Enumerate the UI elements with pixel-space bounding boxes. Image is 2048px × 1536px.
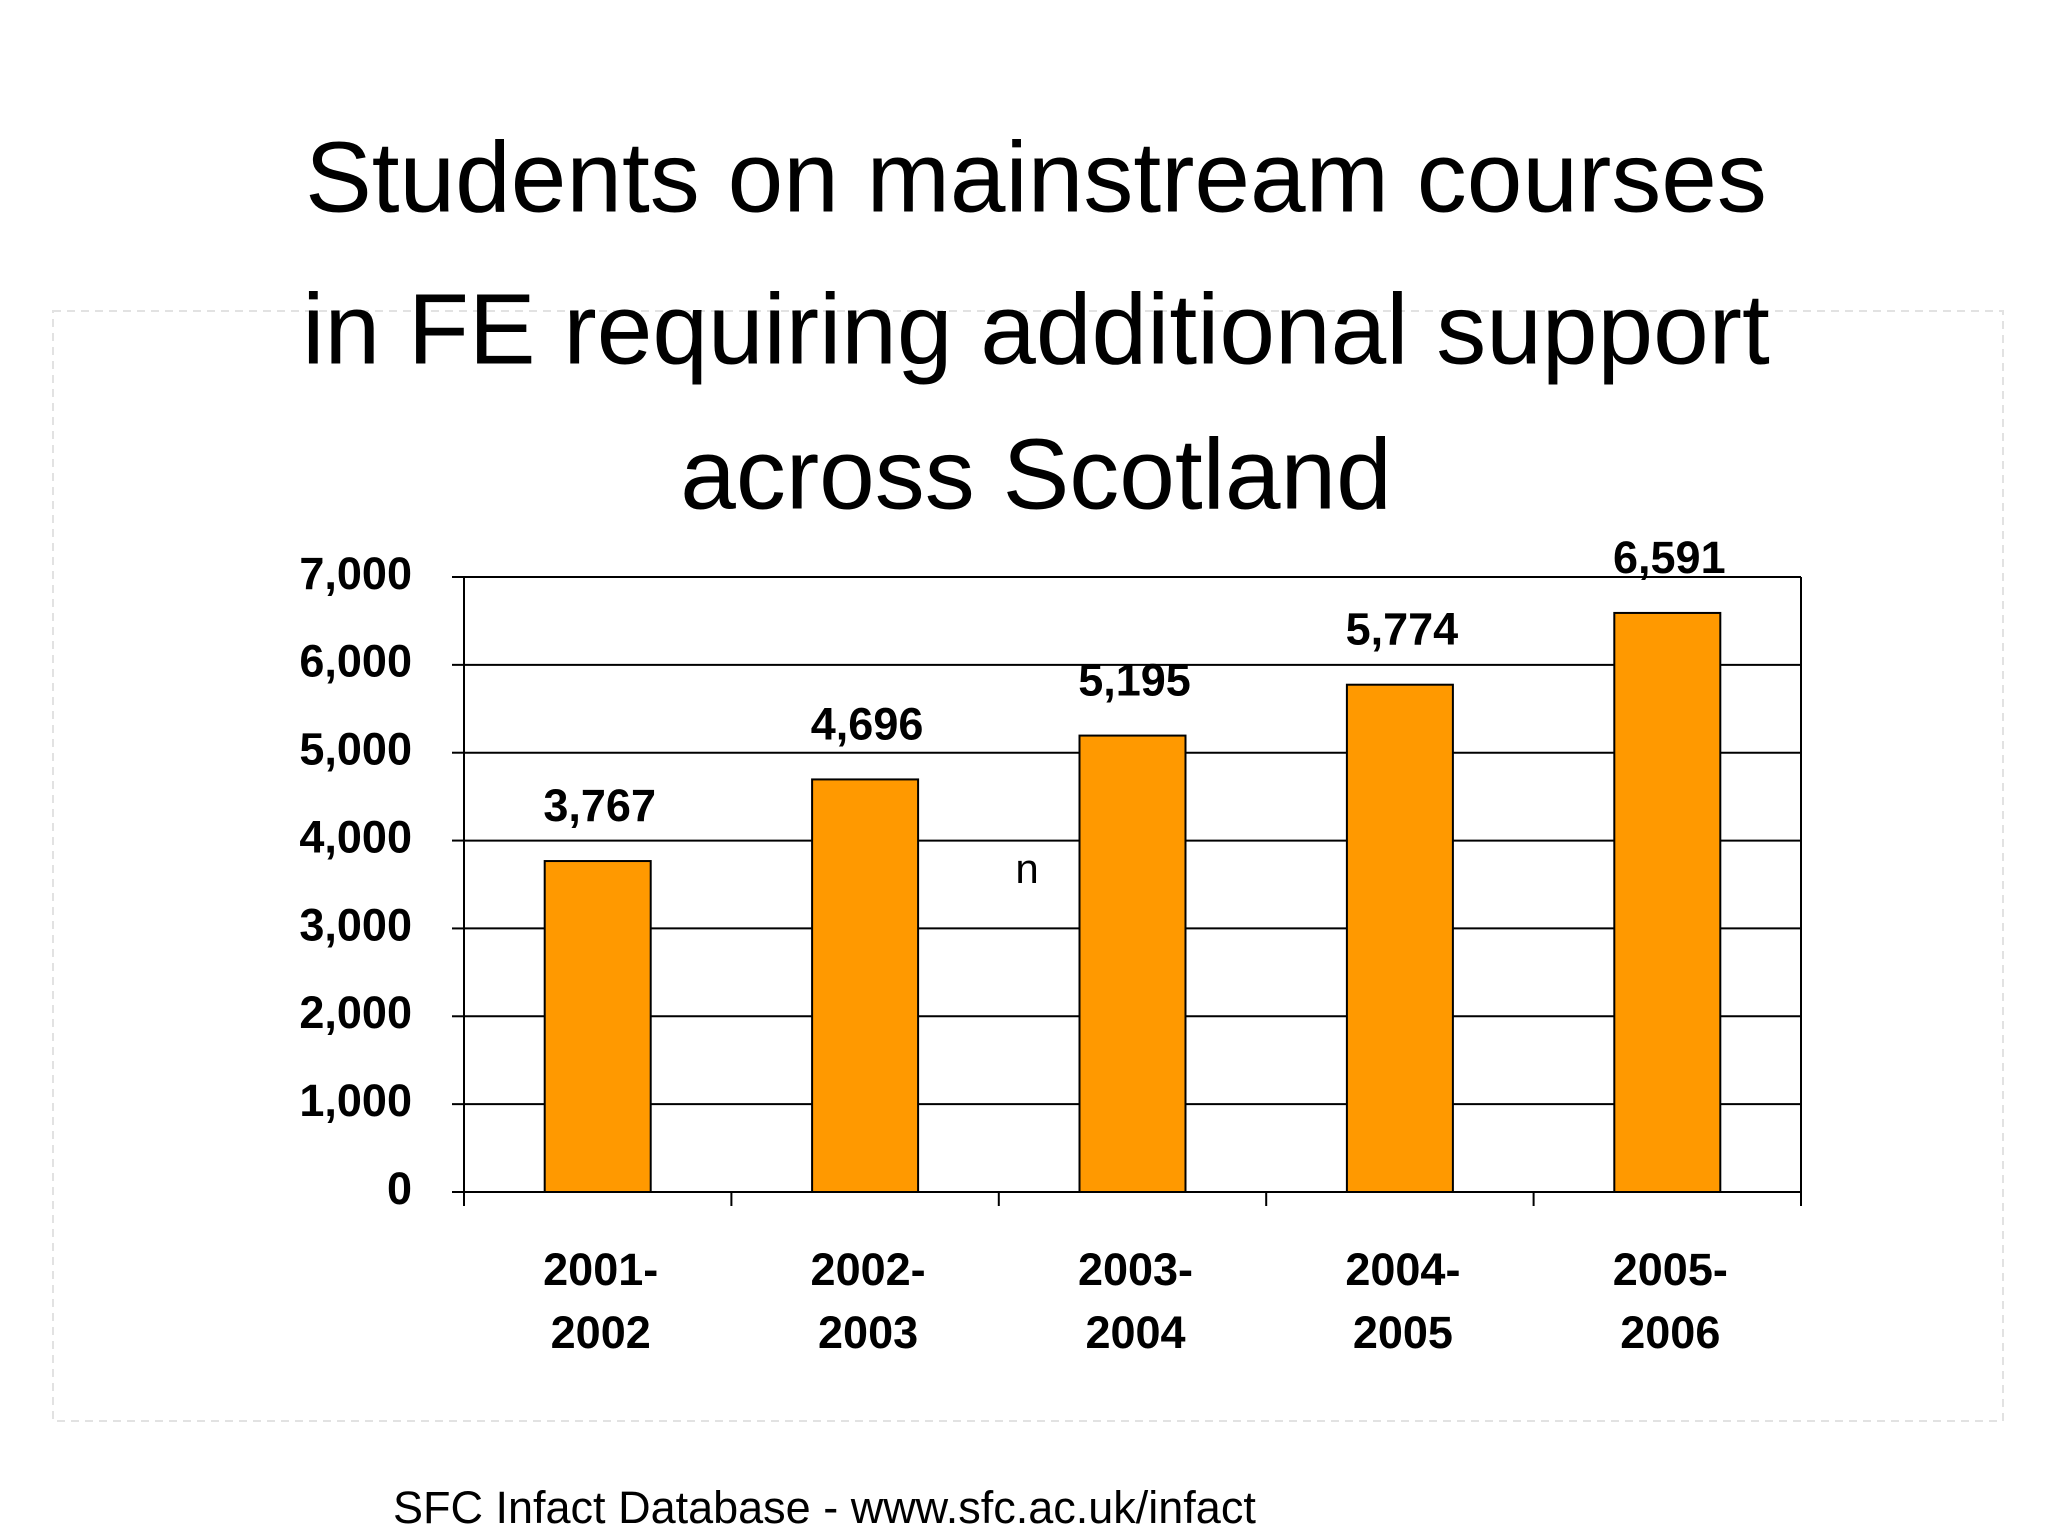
- y-tick-label: 7,000: [299, 548, 412, 599]
- chart-frame: [52, 310, 2004, 1422]
- chart-title: in FE requiring additional support: [302, 273, 1770, 385]
- bar: [543, 860, 652, 1193]
- y-tick-label: 2,000: [299, 987, 412, 1038]
- value-label: 5,195: [1078, 654, 1191, 705]
- footer: SFC Infact Database - www.sfc.ac.uk/infa…: [393, 1482, 1256, 1533]
- y-tick-label: 3,000: [299, 899, 412, 950]
- value-label: 6,591: [1613, 532, 1726, 583]
- x-tick-label: 2001-2002: [543, 1244, 658, 1358]
- chart-title: across Scotland: [680, 418, 1391, 530]
- y-tick-label: 0: [387, 1163, 412, 1214]
- x-tick-label: 2004-2005: [1345, 1244, 1460, 1358]
- y-tick-label: 4,000: [299, 811, 412, 862]
- y-tick-label: 5,000: [299, 724, 412, 775]
- x-tick-label: 2003-2004: [1078, 1244, 1193, 1358]
- annotation: n: [1015, 845, 1038, 892]
- x-tick-label: 2002-2003: [811, 1244, 926, 1358]
- x-tick-label: 2005-2006: [1613, 1244, 1728, 1358]
- value-label: 4,696: [811, 698, 924, 749]
- bar: [1613, 611, 1722, 1193]
- y-tick-label: 1,000: [299, 1075, 412, 1126]
- bar: [1078, 734, 1187, 1193]
- bar: [811, 778, 920, 1193]
- bar: [1345, 683, 1454, 1193]
- chart-title: Students on mainstream courses: [305, 121, 1767, 233]
- y-tick-label: 6,000: [299, 636, 412, 687]
- value-label: 5,774: [1346, 604, 1459, 655]
- value-label: 3,767: [543, 780, 656, 831]
